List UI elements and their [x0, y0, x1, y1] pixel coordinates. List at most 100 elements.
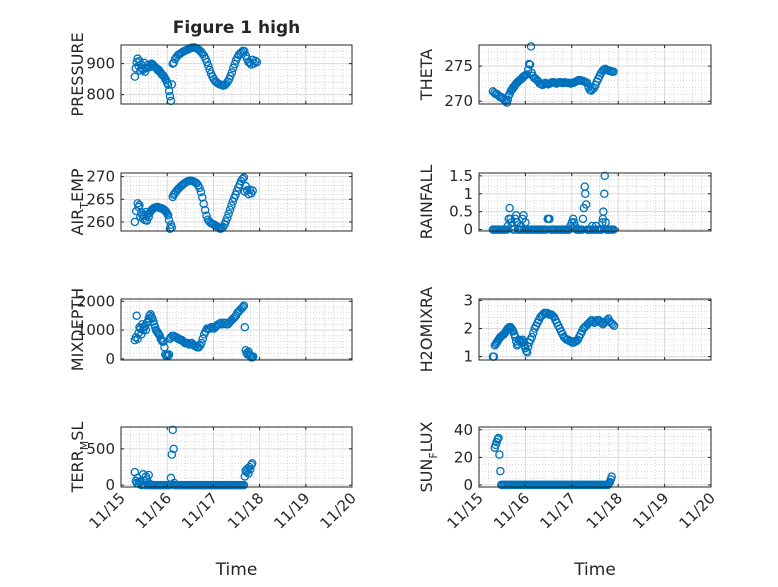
data-point: [606, 318, 616, 328]
y-axis-label-subscript: T: [78, 202, 91, 210]
data-point: [527, 332, 537, 342]
y-axis-label: SUNFLUX: [417, 421, 440, 492]
data-point: [609, 225, 618, 234]
x-axis-label: Time: [215, 560, 258, 580]
data-point: [145, 311, 154, 320]
data-point: [227, 201, 236, 210]
y-axis-label: AIRTEMP: [68, 168, 91, 235]
x-tick-label: 11/15: [444, 489, 487, 532]
data-point: [164, 350, 174, 359]
y-tick-label: 2000: [77, 292, 115, 310]
data-point: [582, 78, 592, 88]
data-point: [230, 60, 239, 69]
data-point: [222, 79, 231, 88]
y-tick-label: 3: [463, 291, 473, 309]
data-point: [493, 435, 502, 444]
data-point: [590, 225, 600, 234]
data-point: [168, 425, 177, 435]
data-point: [192, 179, 202, 188]
plot-area: [479, 45, 711, 104]
y-axis-label: RAINFALL: [417, 165, 436, 240]
data-point: [169, 444, 178, 454]
y-axis-label: MIXDEPTH: [68, 288, 87, 371]
data-point: [492, 89, 502, 99]
data-point: [545, 214, 554, 224]
data-series: [488, 171, 618, 234]
data-point: [240, 46, 249, 56]
data-point: [608, 320, 617, 329]
data-point: [238, 174, 247, 184]
x-tick-label: 11/19: [270, 489, 313, 532]
data-point: [581, 189, 590, 199]
y-axis-label-main: H2OMIXRA: [417, 287, 436, 373]
data-point: [240, 322, 250, 332]
y-tick-label: 800: [86, 86, 115, 104]
data-point: [130, 217, 140, 227]
axes-box: [478, 44, 712, 105]
data-point: [191, 178, 200, 187]
data-point: [247, 460, 256, 470]
data-point: [157, 335, 166, 345]
y-axis-label-tail: LUX: [417, 421, 436, 452]
figure-title: Figure 1 high: [173, 18, 301, 38]
axes-box: [120, 172, 353, 232]
data-point: [548, 311, 558, 321]
y-tick-label: 1000: [77, 321, 115, 339]
y-tick-label: 0.5: [449, 203, 473, 221]
subplot-h2omixra: 1 2 3 H2OMIXRA: [417, 287, 712, 373]
data-point: [164, 215, 174, 225]
y-axis-label-main: THETA: [417, 49, 436, 101]
data-point: [204, 61, 213, 71]
y-tick-label: 20: [454, 448, 473, 466]
data-point: [227, 68, 237, 77]
data-point: [197, 338, 206, 348]
data-point: [578, 214, 588, 224]
data-point: [137, 330, 146, 339]
y-tick-label: 0: [105, 476, 115, 494]
y-axis-label-tail: SL: [68, 422, 87, 441]
data-point: [598, 218, 607, 227]
x-tick-label: 11/19: [629, 489, 672, 532]
data-point: [503, 95, 513, 105]
data-point: [168, 59, 177, 68]
data-point: [194, 343, 203, 352]
subplot-rainfall: 00.511.5 RAINFALL: [417, 165, 712, 240]
x-tick-label: 11/20: [317, 489, 360, 532]
data-point: [142, 475, 152, 484]
data-point: [246, 464, 255, 474]
data-point: [200, 205, 210, 215]
y-axis-label-main: MIXDEPTH: [68, 288, 87, 371]
data-point: [230, 312, 239, 322]
data-point: [600, 171, 609, 181]
data-point: [195, 183, 204, 193]
data-point: [609, 321, 619, 330]
subplot-theta: 270 275 THETA: [417, 42, 712, 110]
data-point: [522, 70, 532, 79]
data-point: [581, 200, 591, 209]
data-point: [609, 67, 618, 76]
data-point: [488, 87, 498, 96]
data-point: [196, 187, 206, 197]
data-point: [499, 95, 509, 105]
y-axis-label-main: AIR: [68, 209, 87, 236]
data-point: [147, 312, 156, 322]
data-point: [526, 42, 536, 51]
axes-box: [120, 298, 353, 361]
data-point: [247, 353, 257, 362]
x-tick-label: 11/18: [583, 489, 626, 532]
data-point: [238, 302, 248, 312]
subplot-terr_msl: 0 500 11/15 11/16 11/17 11/18 11/19 11/20 Time TE…: [68, 422, 360, 580]
axes-box: [478, 172, 712, 232]
data-point: [202, 57, 212, 67]
x-axis-label: Time: [573, 560, 616, 580]
y-axis-label-main: SUN: [417, 459, 436, 493]
data-point: [496, 466, 505, 476]
x-tick-label: 11/17: [536, 489, 579, 532]
data-point: [225, 205, 235, 214]
axes-box: [120, 426, 353, 488]
data-point: [572, 336, 581, 346]
